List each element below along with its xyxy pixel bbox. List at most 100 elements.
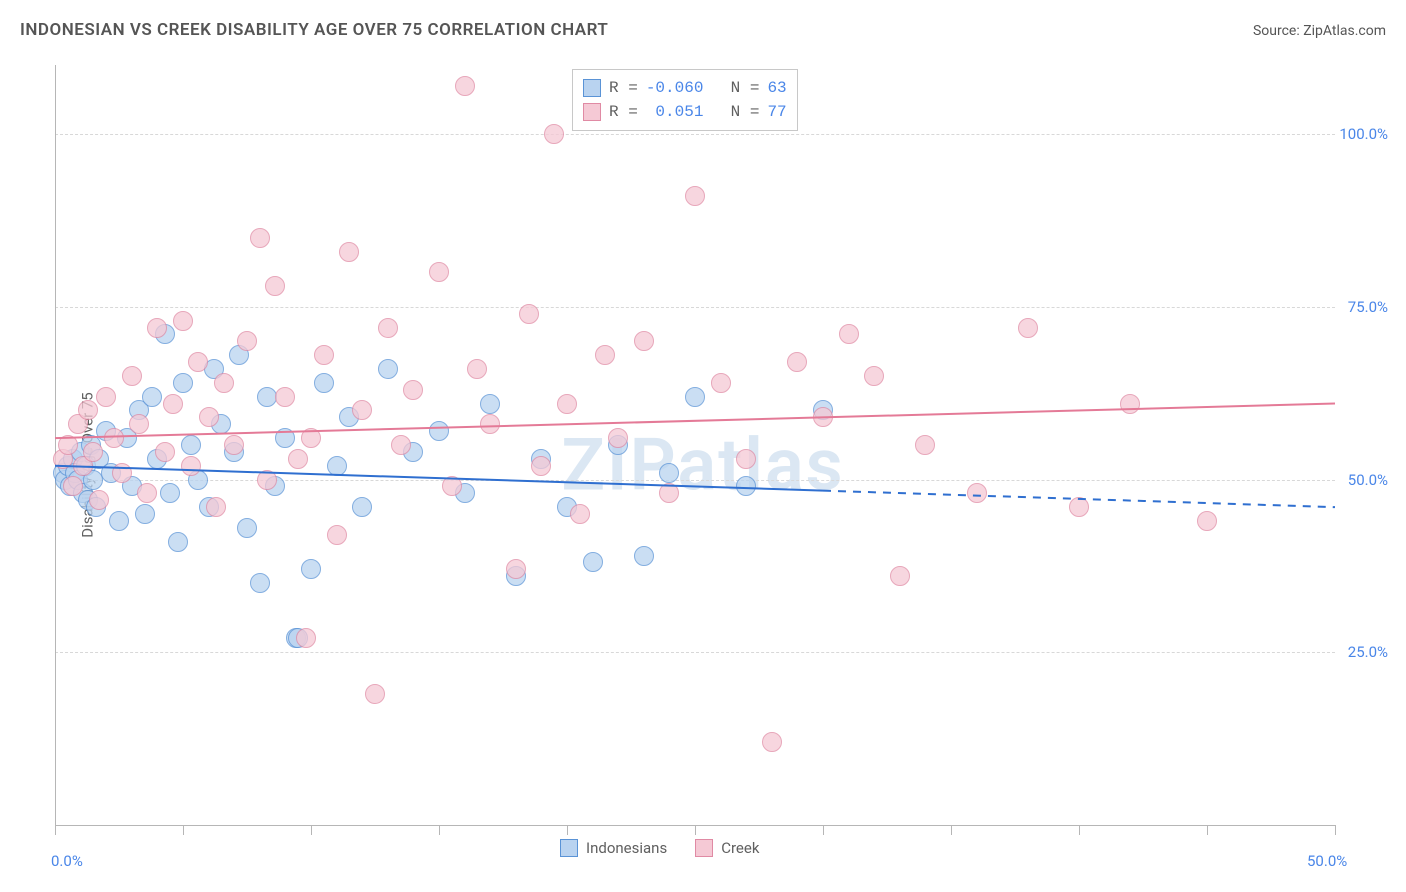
data-point <box>442 476 462 496</box>
data-point <box>155 442 175 462</box>
data-point <box>163 394 183 414</box>
series-swatch <box>583 79 601 97</box>
x-tick-mark <box>439 825 440 835</box>
legend-label: Indonesians <box>586 839 667 857</box>
data-point <box>685 387 705 407</box>
data-point <box>352 400 372 420</box>
data-point <box>634 546 654 566</box>
x-tick-label-min: 0.0% <box>51 852 83 870</box>
data-point <box>519 304 539 324</box>
data-point <box>275 428 295 448</box>
data-point <box>327 456 347 476</box>
data-point <box>736 476 756 496</box>
x-tick-mark <box>183 825 184 835</box>
data-point <box>147 318 167 338</box>
data-point <box>237 331 257 351</box>
x-tick-mark <box>1079 825 1080 835</box>
data-point <box>634 331 654 351</box>
legend: Indonesians Creek <box>560 839 759 857</box>
gridline <box>55 480 1335 481</box>
data-point <box>188 352 208 372</box>
data-point <box>78 400 98 420</box>
correlation-scatter-chart: Disability Age Over 75 ZIPatlas 25.0%50.… <box>0 55 1406 875</box>
y-tick-label: 100.0% <box>1339 125 1388 143</box>
series-swatch <box>583 103 601 121</box>
data-point <box>122 366 142 386</box>
data-point <box>250 228 270 248</box>
r-value: 0.051 <box>646 100 704 124</box>
data-point <box>864 366 884 386</box>
data-point <box>890 566 910 586</box>
stats-row: R = 0.051 N =77 <box>583 100 787 124</box>
data-point <box>104 428 124 448</box>
chart-header: INDONESIAN VS CREEK DISABILITY AGE OVER … <box>20 20 1386 40</box>
data-point <box>531 456 551 476</box>
data-point <box>352 497 372 517</box>
data-point <box>813 407 833 427</box>
data-point <box>96 387 116 407</box>
data-point <box>570 504 590 524</box>
data-point <box>173 311 193 331</box>
data-point <box>314 345 334 365</box>
n-label: N = <box>711 76 759 100</box>
y-tick-label: 50.0% <box>1348 471 1388 489</box>
chart-source: Source: ZipAtlas.com <box>1253 23 1386 39</box>
trend-lines <box>0 55 1406 875</box>
data-point <box>301 428 321 448</box>
data-point <box>608 428 628 448</box>
data-point <box>736 449 756 469</box>
data-point <box>839 324 859 344</box>
data-point <box>250 573 270 593</box>
data-point <box>314 373 334 393</box>
data-point <box>429 421 449 441</box>
data-point <box>659 483 679 503</box>
data-point <box>967 483 987 503</box>
data-point <box>265 276 285 296</box>
data-point <box>378 359 398 379</box>
data-point <box>595 345 615 365</box>
chart-title: INDONESIAN VS CREEK DISABILITY AGE OVER … <box>20 20 608 40</box>
r-label: R = <box>609 100 638 124</box>
data-point <box>135 504 155 524</box>
data-point <box>365 684 385 704</box>
r-label: R = <box>609 76 638 100</box>
data-point <box>339 242 359 262</box>
data-point <box>544 124 564 144</box>
data-point <box>257 470 277 490</box>
data-point <box>199 407 219 427</box>
stats-row: R =-0.060 N =63 <box>583 76 787 100</box>
x-tick-label-max: 50.0% <box>1307 852 1347 870</box>
data-point <box>480 394 500 414</box>
data-point <box>83 442 103 462</box>
data-point <box>63 476 83 496</box>
gridline <box>55 652 1335 653</box>
data-point <box>275 387 295 407</box>
data-point <box>506 559 526 579</box>
y-tick-label: 25.0% <box>1348 643 1388 661</box>
n-label: N = <box>711 100 759 124</box>
x-tick-mark <box>1335 825 1336 835</box>
data-point <box>137 483 157 503</box>
data-point <box>58 435 78 455</box>
data-point <box>659 463 679 483</box>
x-tick-mark <box>951 825 952 835</box>
data-point <box>787 352 807 372</box>
data-point <box>378 318 398 338</box>
data-point <box>112 463 132 483</box>
data-point <box>327 525 347 545</box>
x-tick-mark <box>567 825 568 835</box>
data-point <box>129 414 149 434</box>
r-value: -0.060 <box>646 76 704 100</box>
data-point <box>429 262 449 282</box>
data-point <box>685 186 705 206</box>
data-point <box>915 435 935 455</box>
legend-item: Creek <box>695 839 759 857</box>
y-tick-label: 75.0% <box>1348 298 1388 316</box>
x-tick-mark <box>311 825 312 835</box>
data-point <box>224 435 244 455</box>
data-point <box>1018 318 1038 338</box>
data-point <box>455 76 475 96</box>
data-point <box>711 373 731 393</box>
data-point <box>168 532 188 552</box>
gridline <box>55 307 1335 308</box>
